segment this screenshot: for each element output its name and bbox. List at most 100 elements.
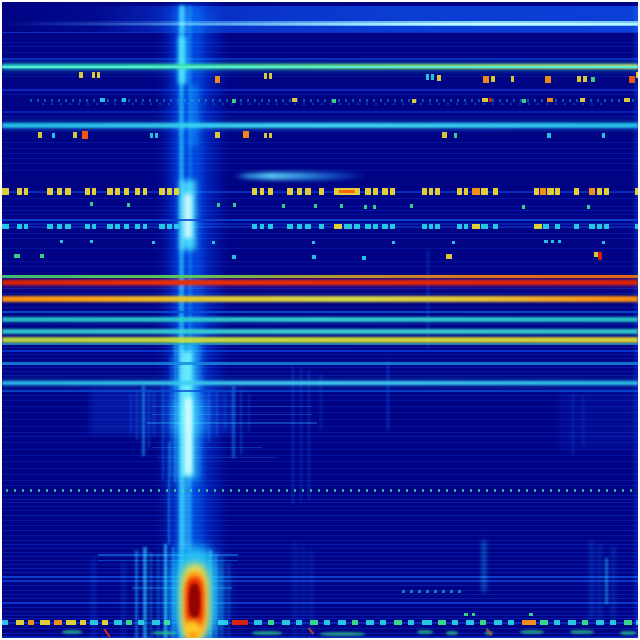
hline-faint [2, 598, 638, 599]
vertical-streak [582, 396, 584, 446]
sparse-dash [489, 98, 492, 102]
hline-faint [2, 76, 638, 77]
dash [344, 224, 352, 229]
dash-row-baseline [2, 226, 638, 228]
hline-faint [2, 455, 638, 456]
sparse-dash [122, 98, 126, 102]
hline-faint [2, 426, 638, 427]
hline [2, 381, 638, 385]
hline-faint [2, 564, 638, 565]
vertical-streak [590, 540, 593, 620]
dash [596, 620, 604, 625]
top-band [2, 21, 638, 26]
vertical-streak [215, 554, 217, 638]
sparse-dash [412, 99, 416, 103]
dash [2, 188, 9, 195]
sparse-dash [60, 240, 63, 243]
sparse-dash [340, 204, 343, 208]
hline-short [98, 560, 238, 561]
sparse-dash [431, 74, 434, 80]
hline-faint [2, 485, 638, 486]
hline-faint [2, 142, 638, 143]
dash [422, 224, 427, 229]
bottom-streak [570, 630, 594, 634]
vertical-streak [172, 547, 174, 638]
dash [408, 620, 414, 625]
dash [481, 188, 488, 195]
dash [254, 620, 262, 625]
hline-faint [2, 615, 638, 616]
top-band [2, 23, 638, 25]
hotspot-blob-layer [186, 578, 203, 626]
dash [102, 620, 108, 625]
hline-short [157, 457, 277, 458]
hline-faint [2, 163, 638, 164]
dash [16, 620, 24, 625]
dash [636, 620, 638, 625]
sparse-dash [624, 98, 630, 102]
dash [268, 224, 273, 229]
vertical-streak [170, 357, 172, 477]
bottom-streak [520, 630, 544, 634]
vertical-streak [174, 342, 176, 482]
dash [352, 620, 358, 625]
sparse-dash [282, 204, 285, 208]
dash [57, 224, 62, 229]
hline [2, 311, 638, 313]
dash [493, 224, 498, 229]
sparse-dash [215, 76, 220, 83]
hotspot-blob-layer [185, 620, 200, 638]
comet-streak [233, 172, 369, 180]
sparse-dash [522, 99, 526, 103]
dash [589, 224, 595, 229]
hline-short [152, 406, 312, 407]
dash [92, 224, 96, 229]
sparse-dash [544, 240, 548, 243]
dash [260, 188, 264, 195]
hline-faint [2, 499, 638, 500]
dash [164, 620, 170, 625]
hline-faint [2, 548, 638, 549]
dash [422, 620, 432, 625]
sparse-dash [269, 133, 272, 138]
hline-faint [2, 288, 638, 289]
dash [435, 224, 440, 229]
dash [382, 188, 388, 195]
dash [152, 620, 160, 625]
dash [324, 620, 330, 625]
dash-row-baseline [2, 191, 638, 193]
hline [2, 275, 638, 278]
sparse-dash [232, 99, 236, 103]
dash [568, 620, 576, 625]
dot-row [42, 103, 602, 105]
dash [167, 188, 172, 195]
dash [589, 188, 595, 195]
hline-faint [2, 544, 638, 545]
dash [365, 188, 371, 195]
sparse-dash [392, 241, 395, 244]
hline-faint [2, 266, 638, 267]
sparse-dash [100, 98, 105, 102]
hline-faint [2, 572, 638, 573]
hline-faint [2, 495, 638, 496]
dash [390, 224, 395, 229]
sparse-dash [452, 241, 455, 244]
sparse-dash [511, 76, 514, 82]
bottom-streak [620, 631, 636, 635]
dash [282, 620, 290, 625]
sparse-dash [482, 98, 488, 102]
vertical-streak [148, 390, 150, 448]
dash [143, 224, 147, 229]
dash [65, 224, 71, 229]
dash [493, 188, 498, 195]
dash [319, 224, 324, 229]
dash [394, 620, 402, 625]
hline-faint [2, 461, 638, 462]
hline-faint [2, 436, 638, 437]
hline-short [147, 422, 317, 424]
dash [480, 620, 486, 625]
dash [422, 188, 427, 195]
vertical-streak [248, 394, 250, 432]
dash [365, 224, 371, 229]
